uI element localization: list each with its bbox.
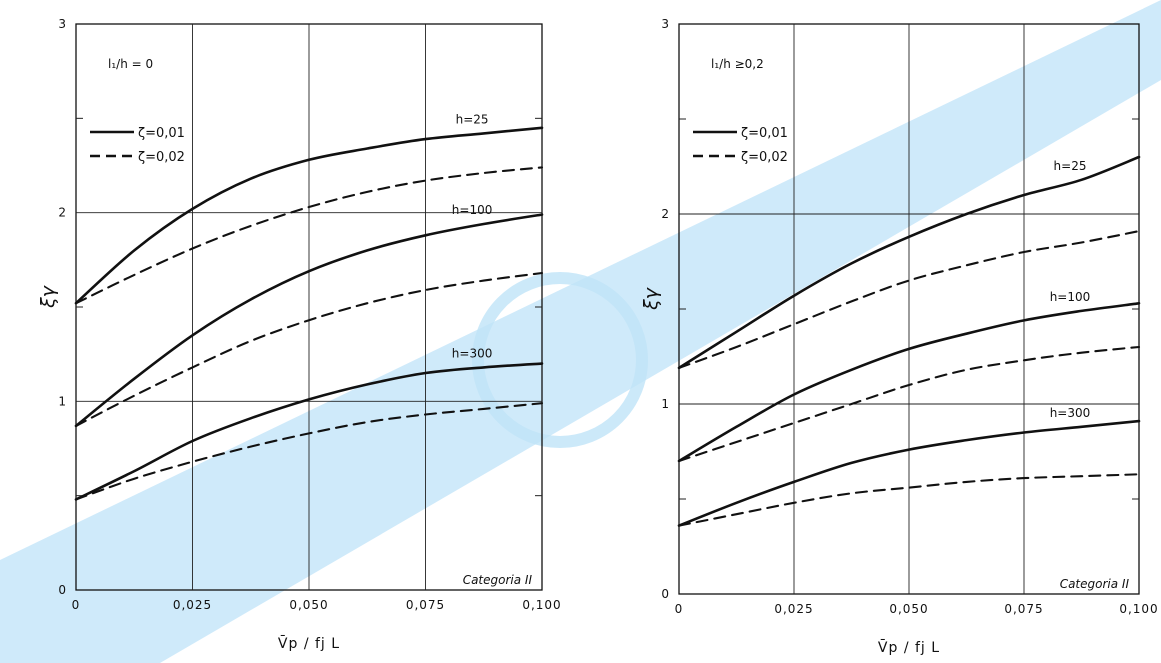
y-tick-label: 3: [58, 17, 66, 31]
category-label: Categoria II: [1060, 577, 1130, 591]
category-label: Categoria II: [463, 573, 533, 587]
y-tick-label: 0: [661, 587, 669, 601]
x-tick-label: 0: [675, 602, 684, 616]
series-h-25-zeta-0-01: [677, 155, 1141, 370]
x-tick-label: 0,025: [173, 598, 212, 612]
geometry-ratio-label: l₁/h = 0: [108, 57, 153, 71]
series-label: h=300: [1050, 406, 1091, 420]
x-tick-label: 0,025: [774, 602, 813, 616]
legend-label: ζ=0,01: [741, 126, 788, 141]
series-label: h=25: [1054, 159, 1087, 173]
series-label: h=300: [452, 346, 493, 360]
x-tick-label: 0,075: [1004, 602, 1043, 616]
series-h-zeta-0-02: [677, 230, 1141, 369]
series-h-100-zeta-0-01: [677, 302, 1141, 463]
geometry-ratio-label: l₁/h ≥0,2: [711, 57, 764, 71]
x-axis-label: V̄p / fj L: [878, 638, 940, 656]
series-h-zeta-0-02: [677, 345, 1141, 463]
y-tick-label: 2: [661, 207, 669, 221]
y-tick-label: 2: [58, 206, 66, 220]
series-h-zeta-0-02: [74, 271, 544, 427]
series-h-zeta-0-02: [74, 402, 544, 501]
series-label: h=25: [456, 112, 489, 126]
series-h-300-zeta-0-01: [677, 419, 1141, 527]
y-axis-label: ξγ: [640, 286, 662, 311]
x-tick-label: 0,050: [889, 602, 928, 616]
series-h-100-zeta-0-01: [74, 213, 544, 428]
chart-left: 0 1 2 3 0 0,025 0,050 0,075 0,100 ξγ V̄p / fj L l₁/…: [37, 17, 561, 652]
y-axis-label: ξγ: [37, 284, 59, 309]
x-tick-label: 0,100: [522, 598, 561, 612]
legend-label: ζ=0,02: [741, 150, 788, 165]
y-tick-label: 1: [58, 394, 66, 408]
y-tick-label: 3: [661, 17, 669, 31]
x-tick-label: 0: [72, 598, 81, 612]
series-h-zeta-0-02: [677, 473, 1141, 527]
x-axis-label: V̄p / fj L: [278, 634, 340, 652]
y-tick-label: 1: [661, 397, 669, 411]
series-label: h=100: [452, 203, 493, 217]
chart-right: 0 1 2 3 0 0,025 0,050 0,075 0,100 ξγ V̄p / fj L l₁/…: [640, 17, 1158, 656]
legend-label: ζ=0,01: [138, 126, 185, 141]
series-label: h=100: [1050, 290, 1091, 304]
x-tick-label: 0,075: [406, 598, 445, 612]
x-tick-label: 0,100: [1119, 602, 1158, 616]
legend-label: ζ=0,02: [138, 150, 185, 165]
x-tick-label: 0,050: [289, 598, 328, 612]
series-h-25-zeta-0-01: [74, 126, 544, 305]
series-h-300-zeta-0-01: [74, 362, 544, 501]
series-h-zeta-0-02: [74, 166, 544, 305]
y-tick-label: 0: [58, 583, 66, 597]
